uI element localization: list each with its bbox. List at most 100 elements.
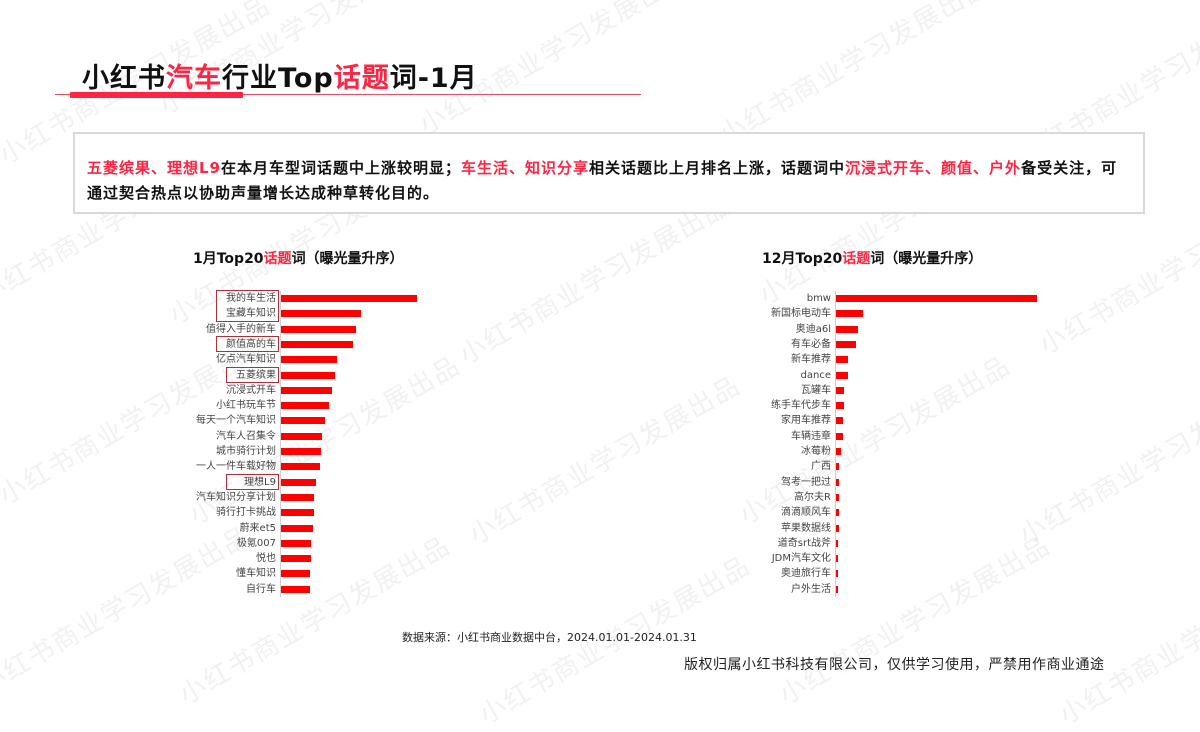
category-label: bmw xyxy=(806,293,831,304)
category-label: 颜值高的车 xyxy=(226,338,276,350)
category-label: 一人一件车载好物 xyxy=(196,461,276,473)
page-title: 小红书汽车行业Top话题词-1月 xyxy=(82,56,478,95)
category-label: 练手车代步车 xyxy=(771,400,831,412)
category-label: 值得入手的新车 xyxy=(206,323,276,335)
bar xyxy=(281,493,314,501)
bar xyxy=(281,570,310,578)
title-part: 行业Top xyxy=(222,63,334,94)
bar xyxy=(836,295,1037,302)
chart-row: bmw xyxy=(735,291,1055,306)
chart-row: 小红书玩车节 xyxy=(170,398,430,413)
chart-axis xyxy=(835,291,836,597)
chart-row: 蔚来et5 xyxy=(170,521,430,536)
chart-title-dec: 12月Top20话题词（曝光量升序） xyxy=(762,248,982,268)
chart-row: dance xyxy=(735,368,1055,383)
bar xyxy=(836,555,838,563)
category-label: 亿点汽车知识 xyxy=(216,354,276,366)
category-label: 悦也 xyxy=(256,553,276,565)
category-label: 自行车 xyxy=(246,583,276,595)
chart-row: 悦也 xyxy=(170,551,430,566)
bar xyxy=(281,509,314,517)
highlight-box xyxy=(226,366,279,383)
summary-text: 相关话题比上月排名上涨，话题词中 xyxy=(589,159,846,177)
category-label: 冰莓粉 xyxy=(801,446,831,457)
chart-row: JDM汽车文化 xyxy=(735,551,1055,566)
category-label: 户外生活 xyxy=(791,583,831,595)
highlight-box xyxy=(226,473,279,490)
watermark-text: 小红书商业学习发展出品 xyxy=(464,370,747,551)
bar xyxy=(281,463,320,471)
chart-row: 骑行打卡挑战 xyxy=(170,505,430,520)
category-label: 新国标电动车 xyxy=(771,308,831,320)
summary-highlight: 五菱缤果、理想L9 xyxy=(87,159,221,177)
bar xyxy=(836,356,848,364)
chart-row: 极氪007 xyxy=(170,536,430,551)
data-source-note: 数据来源：小红书商业数据中台，2024.01.01-2024.01.31 xyxy=(402,631,697,644)
bar xyxy=(836,463,839,471)
chart-row: 瓦罐车 xyxy=(735,383,1055,398)
chart-row: 家用车推荐 xyxy=(735,413,1055,428)
category-label: 苹果数据线 xyxy=(781,522,831,534)
category-label: 沉浸式开车 xyxy=(226,384,276,396)
chart-row: 户外生活 xyxy=(735,582,1055,597)
chart-row: 奥迪a6l xyxy=(735,322,1055,337)
bar xyxy=(281,310,361,318)
chart-row: 广西 xyxy=(735,459,1055,474)
chart-row: 驾考一把过 xyxy=(735,475,1055,490)
chart-title-text: 1月Top20 xyxy=(193,251,264,267)
bar xyxy=(281,340,353,348)
title-accent-bar xyxy=(70,92,243,98)
category-label: 懂车知识 xyxy=(236,568,276,580)
bar xyxy=(281,325,356,333)
chart-row: 苹果数据线 xyxy=(735,521,1055,536)
category-label: 奥迪旅行车 xyxy=(781,568,831,580)
chart-row: 高尔夫R xyxy=(735,490,1055,505)
highlight-box xyxy=(216,335,279,353)
copyright-note: 版权归属小红书科技有限公司，仅供学习使用，严禁用作商业通途 xyxy=(684,657,1105,673)
category-label: 汽车人召集令 xyxy=(216,430,276,442)
chart-row: 奥迪旅行车 xyxy=(735,566,1055,581)
category-label: 新车推荐 xyxy=(791,354,831,366)
chart-row: 自行车 xyxy=(170,582,430,597)
category-label: 极氪007 xyxy=(236,537,276,549)
chart-row: 有车必备 xyxy=(735,337,1055,352)
summary-highlight: 沉浸式开车、颜值、户外 xyxy=(845,159,1022,177)
chart-title-highlight: 话题 xyxy=(263,251,292,267)
watermark-text: 小红书商业学习发展出品 xyxy=(714,0,997,151)
chart-title-highlight: 话题 xyxy=(842,251,871,267)
bar xyxy=(281,539,311,547)
bar xyxy=(281,371,335,379)
summary-highlight: 车生活、知识分享 xyxy=(461,159,590,177)
watermark-text: 小红书商业学习发展出品 xyxy=(1054,550,1200,731)
bar xyxy=(281,356,337,364)
category-label: 滴滴顺风车 xyxy=(781,507,831,519)
category-label: 驾考一把过 xyxy=(781,476,831,488)
chart-row: 汽车人召集令 xyxy=(170,429,430,444)
bar xyxy=(836,585,838,593)
bar xyxy=(836,524,839,532)
bar xyxy=(836,386,844,394)
chart-row: 我的车生活 xyxy=(170,291,430,306)
chart-row: 五菱缤果 xyxy=(170,368,430,383)
bar xyxy=(836,570,838,578)
chart-row: 练手车代步车 xyxy=(735,398,1055,413)
category-label: 骑行打卡挑战 xyxy=(216,507,276,519)
category-label: 宝藏车知识 xyxy=(226,308,276,320)
bar xyxy=(836,478,839,486)
category-label: JDM汽车文化 xyxy=(771,553,831,565)
chart-row: 新国标电动车 xyxy=(735,306,1055,321)
bar xyxy=(281,555,311,563)
bar xyxy=(281,417,325,425)
chart-row: 每天一个汽车知识 xyxy=(170,413,430,428)
bar xyxy=(836,509,839,517)
bar xyxy=(281,386,332,394)
category-label: 汽车知识分享计划 xyxy=(196,491,276,503)
category-label: 广西 xyxy=(811,461,831,473)
category-label: 小红书玩车节 xyxy=(216,400,276,412)
bar xyxy=(281,402,329,410)
category-label: 瓦罐车 xyxy=(801,384,831,396)
category-label: 奥迪a6l xyxy=(795,323,831,335)
chart-title-text: 词（曝光量升序） xyxy=(291,251,404,267)
bar xyxy=(836,493,839,501)
chart-row: 一人一件车载好物 xyxy=(170,459,430,474)
